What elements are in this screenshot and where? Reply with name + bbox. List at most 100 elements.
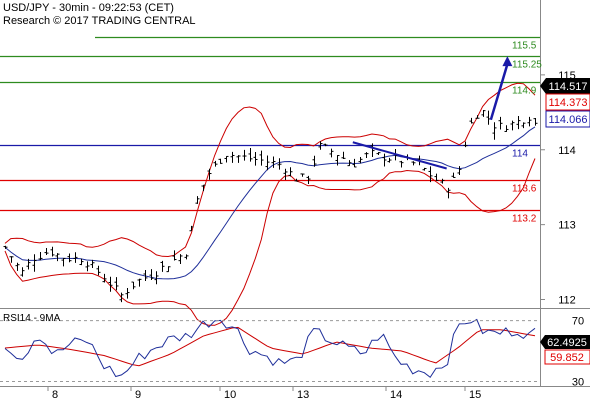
price-bar	[300, 173, 305, 177]
trendline-layer	[352, 141, 447, 170]
level-label-3: 114	[512, 149, 528, 160]
price-bar	[73, 252, 78, 263]
price-bar	[457, 166, 462, 176]
price-bar	[166, 266, 171, 273]
price-bar	[387, 157, 392, 163]
price-bar	[55, 253, 60, 262]
level-labels-layer: 115.5 115.25 114.9 114 113.6 113.2	[512, 41, 542, 225]
price-bar	[253, 152, 258, 166]
x-tick-label-1: 9	[135, 389, 141, 400]
price-panel	[0, 0, 540, 307]
price-bar	[195, 196, 200, 204]
price-bar	[498, 116, 503, 130]
price-bar	[323, 143, 328, 147]
x-tick-label-4: 14	[390, 389, 402, 400]
last-price-tag	[540, 78, 590, 94]
rsi-last-tag	[540, 335, 590, 349]
levels-layer	[0, 36, 540, 212]
price-bar	[137, 278, 142, 287]
rsi-layer: 30 70 62.4925 59.852	[0, 316, 590, 388]
price-bar	[288, 167, 293, 177]
price-bar	[475, 115, 480, 119]
price-bar	[277, 158, 282, 170]
price-bar	[318, 141, 323, 150]
price-bar	[248, 147, 253, 162]
x-tick-label-0: 8	[52, 389, 58, 400]
price-bar	[265, 155, 270, 171]
price-bar	[20, 267, 25, 277]
price-bar	[527, 116, 532, 127]
price-bar	[312, 155, 317, 167]
price-bar	[399, 160, 404, 168]
price-tag-label-1: 114.373	[549, 97, 588, 109]
price-bar	[213, 160, 218, 167]
rsi-panel	[0, 310, 540, 386]
rsi-ma-label: 59.852	[550, 352, 584, 364]
price-bar	[469, 117, 474, 124]
level-label-0: 115.5	[512, 41, 537, 52]
x-tick-label-3: 13	[297, 389, 309, 400]
price-bar	[516, 116, 521, 130]
price-bar	[271, 156, 276, 168]
rsi-last-label: 62.4925	[547, 337, 587, 349]
price-bar	[335, 155, 340, 166]
price-bar	[463, 141, 468, 148]
price-bar	[50, 246, 55, 257]
y-tick-label-0: 112	[558, 295, 576, 307]
trendline	[352, 141, 447, 170]
price-bar	[79, 258, 84, 266]
price-bar	[504, 125, 509, 132]
price-bar	[283, 168, 288, 180]
price-bar	[85, 261, 90, 272]
bollinger-layer	[4, 82, 536, 326]
rsi-title: RSI14 - 9MA	[3, 313, 61, 324]
price-bar	[492, 122, 497, 140]
price-bar	[149, 269, 154, 281]
price-bar	[370, 143, 375, 157]
level-label-4: 113.6	[512, 184, 537, 195]
price-bar	[160, 260, 165, 272]
rsi-tick-label-0: 30	[572, 376, 584, 388]
price-bar	[510, 120, 515, 131]
price-bar	[294, 178, 299, 182]
price-bar	[189, 225, 194, 232]
x-tick-label-5: 15	[469, 389, 481, 400]
rsi-ma-line	[4, 326, 536, 367]
price-bar	[411, 161, 416, 166]
price-bar	[352, 158, 357, 168]
price-bar	[364, 152, 369, 158]
price-bar	[207, 168, 212, 180]
price-bar	[422, 167, 427, 171]
moving-average-line	[4, 126, 536, 280]
bollinger-upper-line	[4, 82, 536, 258]
price-bar	[143, 270, 148, 282]
price-bar	[341, 151, 346, 160]
price-bar	[15, 262, 20, 271]
price-bar	[119, 292, 124, 303]
price-bar	[446, 187, 451, 199]
price-bar	[451, 172, 456, 178]
price-bar	[521, 122, 526, 129]
price-bar	[224, 155, 229, 163]
price-bar	[125, 287, 130, 299]
price-bar	[32, 254, 37, 272]
price-bar	[306, 175, 311, 185]
price-bar	[67, 253, 72, 263]
price-bar	[434, 173, 439, 181]
price-bar	[184, 254, 189, 260]
x-tick-label-2: 10	[224, 389, 236, 400]
price-bar	[26, 258, 31, 270]
time-axis: 8 9 10 13 14 15	[47, 386, 481, 400]
level-label-1: 115.25	[512, 60, 542, 71]
price-bar	[259, 150, 264, 166]
level-label-5: 113.2	[512, 214, 537, 225]
price-bars-layer	[3, 110, 538, 303]
price-bar	[236, 155, 241, 163]
rsi-ma-tag	[544, 349, 590, 365]
price-bar	[96, 265, 101, 276]
price-bar	[114, 277, 119, 291]
price-bar	[533, 118, 538, 126]
price-tag-2	[545, 110, 590, 128]
price-bar	[218, 158, 223, 164]
